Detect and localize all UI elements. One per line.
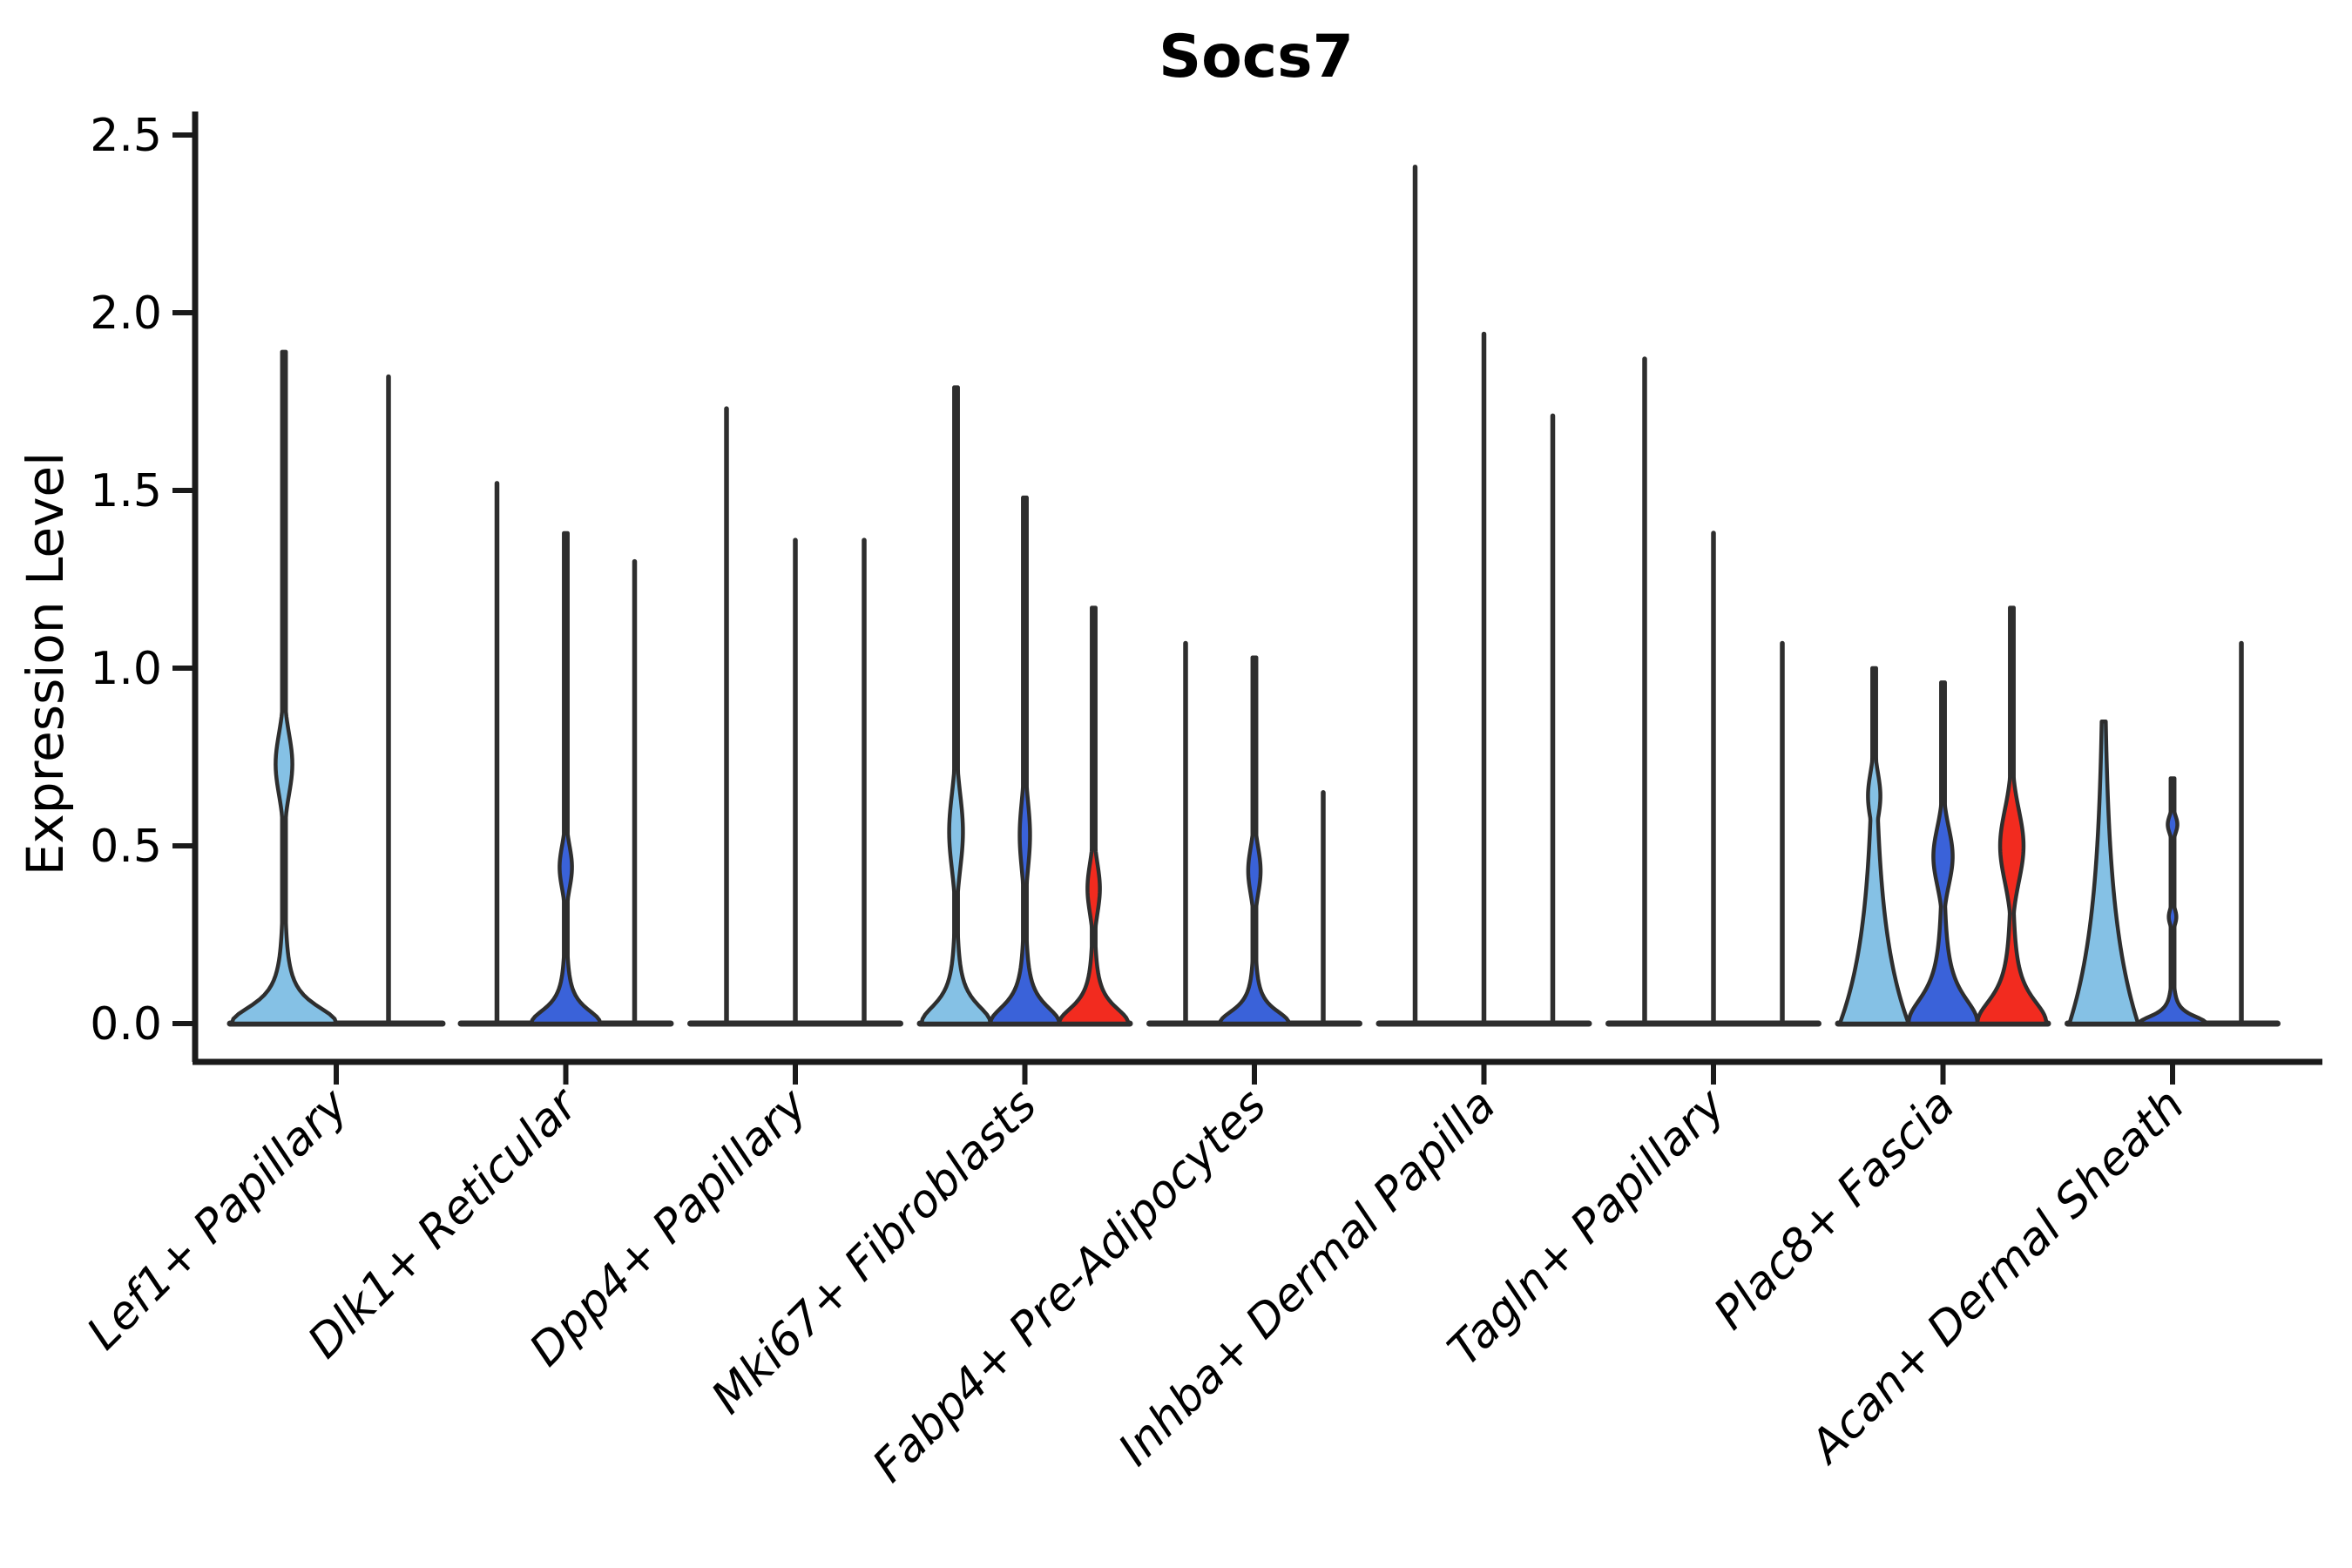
violin-7-2 xyxy=(1975,605,2049,1026)
y-tick-label: 2.0 xyxy=(90,287,162,340)
violin-1-1 xyxy=(529,531,603,1026)
y-tick-label: 0.5 xyxy=(90,821,162,873)
violin-7-1 xyxy=(1906,680,1980,1026)
violin-0-0 xyxy=(229,349,339,1026)
x-tick-label-4: Fabp4+ Pre-Adipocytes xyxy=(863,1079,1277,1493)
violin-3-2 xyxy=(1057,605,1131,1026)
y-tick-label: 1.5 xyxy=(90,465,162,517)
violin-3-1 xyxy=(988,495,1062,1026)
x-tick-label-5: Inhba+ Dermal Papilla xyxy=(1109,1079,1506,1477)
violin-8-1 xyxy=(2137,776,2208,1026)
y-tick-label: 2.5 xyxy=(90,110,162,162)
y-tick-label: 1.0 xyxy=(90,643,162,695)
x-tick-label-7: Plac8+ Fascia xyxy=(1704,1079,1964,1340)
violin-7-0 xyxy=(1837,666,1911,1026)
violin-4-1 xyxy=(1218,655,1291,1026)
y-tick-label: 0.0 xyxy=(90,998,162,1051)
chart-title: Socs7 xyxy=(1159,23,1354,91)
violin-3-0 xyxy=(919,385,993,1026)
violin-8-0 xyxy=(2067,719,2140,1026)
x-tick-label-8: Acan+ Dermal Sheath xyxy=(1799,1079,2194,1475)
